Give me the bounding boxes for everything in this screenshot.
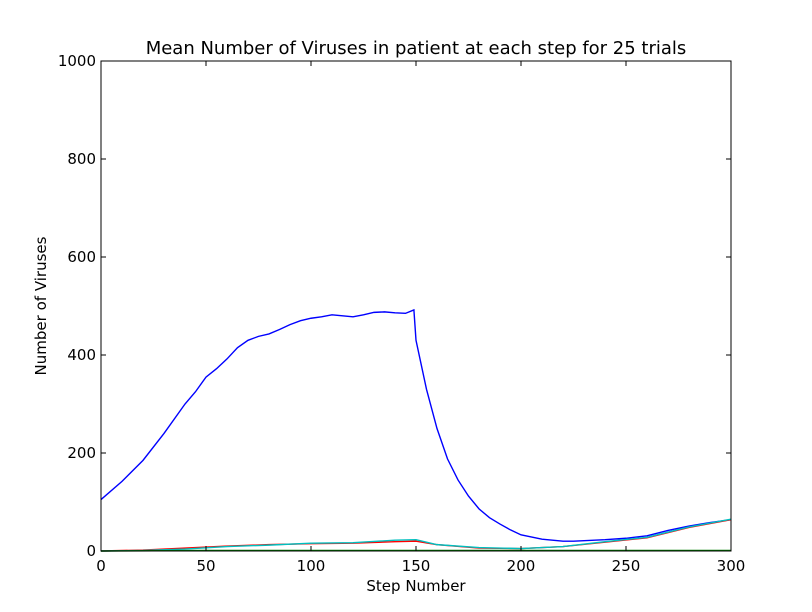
y-tick-label: 0 — [86, 542, 96, 560]
y-tick-label: 600 — [67, 248, 96, 266]
x-axis-label: Step Number — [366, 577, 466, 595]
x-tick-label: 200 — [507, 557, 536, 575]
x-tick-label: 0 — [96, 557, 106, 575]
chart-title: Mean Number of Viruses in patient at eac… — [146, 38, 687, 59]
y-axis-label: Number of Viruses — [32, 236, 50, 375]
series-line-1 — [100, 308, 732, 542]
x-tick-label: 250 — [612, 557, 641, 575]
x-axis: 0 50 100 150 200 250 300 — [96, 61, 745, 575]
y-tick-label: 200 — [67, 444, 96, 462]
x-tick-label: 300 — [717, 557, 746, 575]
x-tick-label: 150 — [402, 557, 431, 575]
y-tick-label: 800 — [67, 150, 96, 168]
series-line-3 — [100, 518, 732, 552]
y-axis: 0 200 400 600 800 1000 — [58, 52, 731, 560]
y-tick-label: 1000 — [58, 52, 96, 70]
plot-area — [100, 308, 732, 552]
y-tick-label: 400 — [67, 346, 96, 364]
plot-frame — [100, 60, 732, 552]
x-tick-label: 50 — [196, 557, 215, 575]
x-tick-label: 100 — [297, 557, 326, 575]
